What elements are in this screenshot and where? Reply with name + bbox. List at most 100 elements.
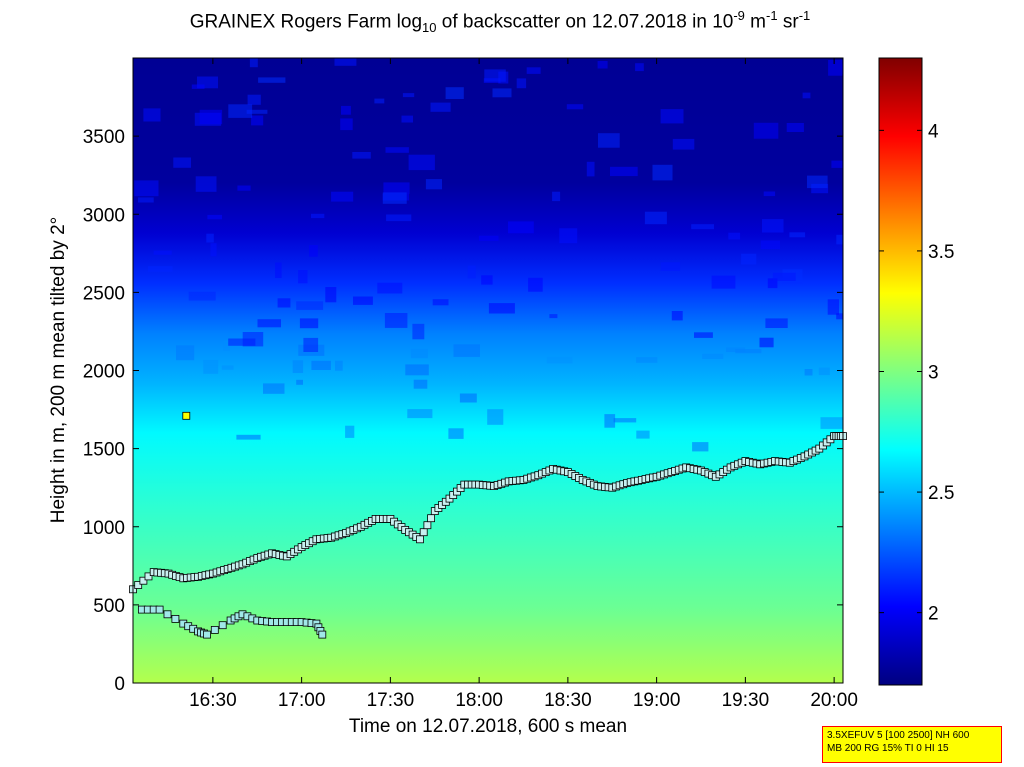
heatmap-patch	[143, 108, 161, 122]
heatmap-patch	[207, 214, 222, 220]
title-unit-m: m	[744, 11, 767, 33]
heatmap-patch	[334, 58, 357, 66]
heatmap-patch	[828, 60, 843, 76]
heatmap-patch	[753, 122, 779, 139]
heatmap-patch	[613, 418, 637, 423]
x-tick-label: 19:00	[633, 690, 681, 711]
heatmap-patch	[374, 98, 385, 104]
heatmap-patch	[188, 291, 216, 301]
marker-layer	[129, 411, 847, 639]
heatmap-patch	[636, 357, 658, 363]
heatmap-patch	[566, 104, 584, 110]
heatmap-patch	[765, 318, 788, 328]
heatmap-patch	[831, 160, 843, 168]
heatmap-patch	[413, 379, 428, 389]
title-exponent-3: -1	[798, 8, 811, 23]
heatmap-patch	[559, 228, 578, 244]
heatmap-patch	[488, 303, 515, 314]
x-axis-label: Time on 12.07.2018, 600 s mean	[348, 716, 628, 737]
heatmap-patch	[263, 383, 285, 394]
y-tick-label: 2500	[83, 283, 125, 304]
heatmap-patch	[508, 221, 534, 234]
heatmap-patch	[408, 154, 435, 171]
heatmap-patch	[692, 442, 709, 452]
heatmap-patch	[760, 240, 780, 250]
heatmap-patch	[221, 365, 234, 370]
lower-layer-marker	[318, 630, 327, 639]
heatmap-patch	[249, 58, 258, 68]
heatmap-patch	[195, 176, 217, 192]
boundary-layer-marker	[416, 535, 424, 544]
boundary-layer-marker	[427, 514, 436, 523]
heatmap-patch	[237, 185, 251, 191]
x-tick-label: 18:00	[455, 690, 503, 711]
heatmap-patch	[694, 332, 713, 338]
heatmap-texture	[134, 58, 843, 452]
heatmap-patch	[383, 182, 410, 194]
heatmap-patch	[228, 104, 253, 118]
heatmap-patch	[299, 318, 319, 329]
heatmap-patch	[759, 337, 774, 348]
heatmap-patch	[467, 265, 476, 279]
heatmap-patch	[410, 348, 428, 359]
title-log-base: 10	[422, 20, 437, 36]
heatmap-patch	[836, 234, 843, 245]
heatmap-patch	[762, 219, 784, 233]
heatmap-patch	[459, 393, 477, 403]
heatmap-patch	[598, 133, 620, 148]
heatmap-patch	[210, 243, 217, 257]
heatmap-patch	[405, 364, 429, 376]
colorbar-tick-label: 3.5	[928, 242, 954, 263]
y-axis: 0 500 1000 1500 2000 2500 3000 3500	[83, 127, 843, 695]
heatmap-patch	[153, 250, 172, 255]
lower-layer-marker	[163, 610, 172, 619]
x-tick-label: 17:30	[367, 690, 415, 711]
heatmap-patch	[772, 272, 796, 281]
colorbar-axis: 2 2.5 3 3.5 4	[879, 121, 954, 625]
title-exponent-2: -1	[766, 8, 778, 23]
heatmap-patch	[448, 428, 464, 439]
heatmap-patch	[763, 191, 776, 197]
y-tick-label: 3500	[83, 127, 125, 148]
lower-layer-marker	[155, 605, 164, 614]
heatmap-patch	[546, 356, 573, 364]
heatmap-patch	[691, 224, 714, 230]
heatmap-patch	[660, 262, 681, 271]
heatmap-patch	[199, 109, 223, 125]
heatmap-patch	[223, 340, 230, 351]
y-axis-label: Height in m, 200 m mean tilted by 2°	[48, 216, 69, 524]
x-tick-label: 20:00	[810, 690, 858, 711]
heatmap-patch	[445, 87, 464, 99]
heatmap-patch	[635, 63, 644, 72]
heatmap-patch	[345, 425, 355, 438]
heatmap-patch	[807, 175, 828, 189]
heatmap-patch	[528, 277, 543, 292]
heatmap-patch	[836, 313, 843, 320]
heatmap-patch	[412, 323, 425, 340]
chart-title: GRAINEX Rogers Farm log10 of backscatter…	[0, 8, 1000, 35]
heatmap-patch	[671, 311, 683, 321]
heatmap-patch	[277, 298, 291, 308]
heatmap-patch	[257, 319, 281, 328]
heatmap-patch	[820, 417, 843, 429]
boundary-layer-marker	[144, 572, 153, 581]
heatmap-patch	[767, 278, 778, 289]
heatmap-patch	[636, 430, 650, 439]
heatmap-patch	[516, 78, 527, 89]
heatmap-patch	[311, 213, 325, 219]
heatmap-patch	[430, 102, 451, 112]
heatmap-patch	[484, 69, 506, 82]
heatmap-patch	[652, 164, 673, 181]
heatmap-patch	[726, 347, 746, 352]
y-tick-label: 1500	[83, 440, 125, 461]
heatmap-patch	[251, 115, 264, 126]
heatmap-patch	[604, 414, 616, 428]
heatmap-patch	[296, 379, 303, 385]
y-tick-label: 0	[114, 674, 125, 695]
heatmap-patch	[818, 367, 830, 376]
heatmap-patch	[206, 233, 214, 243]
heatmap-patch	[492, 88, 512, 98]
heatmap-patch	[309, 245, 318, 257]
heatmap-patch	[176, 345, 195, 361]
